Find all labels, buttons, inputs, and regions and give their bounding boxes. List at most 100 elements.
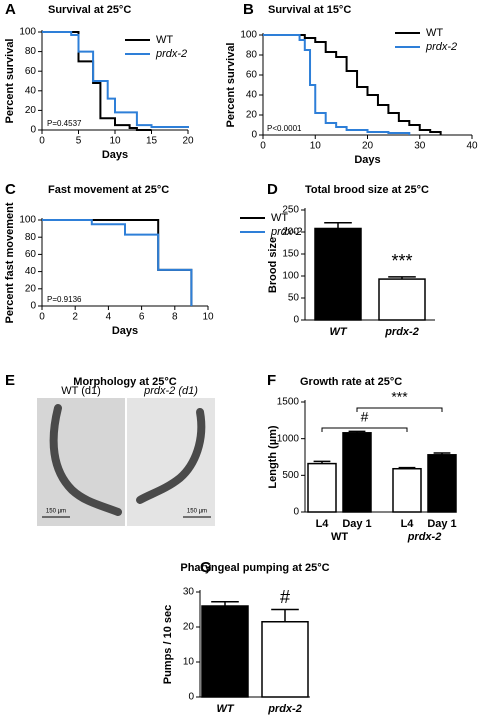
chart-panel: D Total brood size at 25°C 0 50 100 150 200 250… (267, 181, 435, 338)
significance-label: # (361, 409, 369, 425)
y-tick-label: 0 (293, 507, 299, 518)
survival-curve (42, 31, 189, 129)
chart-panel: C Fast movement at 25°C020406080100Percen… (4, 181, 302, 337)
panel-letter: E (5, 372, 15, 389)
y-tick-label: 0 (30, 301, 36, 312)
panel-letter: G (200, 559, 212, 576)
y-tick-label: 60 (25, 249, 37, 260)
y-tick-label: 20 (25, 105, 37, 116)
image-label: prdx-2 (d1) (143, 385, 198, 397)
y-axis-label: Brood size (267, 237, 279, 293)
y-axis-label: Length (µm) (267, 425, 279, 488)
significance-label: *** (391, 251, 412, 271)
y-tick-label: 80 (246, 50, 258, 61)
survival-curve (263, 34, 442, 135)
significance-label: # (280, 587, 290, 607)
y-tick-label: 20 (183, 622, 195, 633)
bar (307, 462, 337, 513)
p-value: P=0.4537 (47, 119, 82, 128)
legend-label: WT (156, 34, 173, 46)
x-tick-label: 0 (39, 312, 45, 323)
y-axis-label: Pumps / 10 sec (162, 605, 174, 685)
y-tick-label: 30 (183, 587, 195, 598)
x-tick-label: 8 (172, 312, 178, 323)
x-tick-label: 10 (109, 136, 121, 147)
scale-label: 150 µm (46, 509, 66, 515)
group-label: prdx-2 (407, 531, 442, 543)
x-tick-label: 15 (146, 136, 158, 147)
y-tick-label: 1000 (277, 433, 300, 444)
worm (49, 404, 122, 516)
y-tick-label: 20 (25, 283, 37, 294)
x-tick-label: 20 (182, 136, 194, 147)
significance-label: *** (391, 389, 408, 405)
group-label: WT (331, 531, 348, 543)
x-tick-label: prdx-2 (384, 326, 419, 338)
morphology-panel: E Morphology at 25°C WT (d1) prdx-2 (d1)… (5, 372, 215, 526)
survival-curve (42, 219, 193, 306)
x-axis-label: Days (102, 149, 128, 161)
x-tick-label: 40 (466, 141, 478, 152)
survival-curve (42, 31, 152, 131)
significance-bracket (356, 407, 443, 412)
bar (392, 467, 422, 513)
y-tick-label: 100 (19, 215, 36, 226)
y-tick-label: 10 (183, 657, 195, 668)
panel-letter: F (267, 372, 276, 389)
survival-curve (42, 219, 193, 306)
y-tick-label: 40 (246, 90, 258, 101)
panel-letter: D (267, 181, 278, 198)
x-tick-label: 5 (76, 136, 82, 147)
y-tick-label: 40 (25, 85, 37, 96)
x-axis-label: Days (112, 325, 138, 337)
y-tick-label: 500 (282, 470, 299, 481)
p-value: P<0.0001 (267, 124, 302, 133)
x-tick-label: prdx-2 (267, 703, 302, 715)
panel-title: Pharyngeal pumping at 25°C (180, 562, 329, 574)
panel-title: Growth rate at 25°C (300, 376, 402, 388)
legend-label: prdx-2 (270, 226, 302, 238)
y-tick-label: 80 (25, 232, 37, 243)
x-tick-label: 20 (362, 141, 374, 152)
y-tick-label: 0 (188, 692, 194, 703)
y-axis-label: Percent fast movement (4, 202, 16, 323)
y-axis-label: Percent survival (225, 43, 237, 128)
y-tick-label: 150 (282, 249, 299, 260)
bar (342, 432, 372, 513)
panel-letter: A (5, 1, 16, 18)
x-tick-label: WT (329, 326, 347, 338)
chart-panel: F Growth rate at 25°C 0 500 1000 1500 Length (… (267, 372, 457, 543)
x-axis-label: Days (354, 154, 380, 166)
x-tick-label: 10 (310, 141, 322, 152)
y-tick-label: 0 (251, 130, 257, 141)
y-tick-label: 60 (246, 70, 258, 81)
panel-title: Survival at 25°C (48, 4, 131, 16)
x-tick-label: L4 (401, 518, 415, 530)
bar (261, 621, 309, 698)
legend-label: WT (271, 212, 288, 224)
y-tick-label: 100 (19, 27, 36, 38)
panel-letter: C (5, 181, 16, 198)
y-tick-label: 100 (240, 30, 257, 41)
panel-title: Fast movement at 25°C (48, 184, 169, 196)
y-tick-label: 60 (25, 66, 37, 77)
y-tick-label: 40 (25, 266, 37, 277)
x-tick-label: L4 (316, 518, 330, 530)
x-tick-label: 0 (39, 136, 45, 147)
y-tick-label: 200 (282, 227, 299, 238)
y-tick-label: 20 (246, 110, 258, 121)
scale-label: 150 µm (187, 509, 207, 515)
legend-label: WT (426, 27, 443, 39)
y-tick-label: 80 (25, 46, 37, 57)
x-tick-label: 30 (414, 141, 426, 152)
panel-title: Total brood size at 25°C (305, 184, 429, 196)
y-tick-label: 1500 (277, 397, 300, 408)
image-label: WT (d1) (61, 385, 101, 397)
survival-curve (263, 34, 411, 135)
bar (378, 278, 426, 321)
x-tick-label: Day 1 (342, 518, 371, 530)
y-tick-label: 50 (288, 293, 300, 304)
